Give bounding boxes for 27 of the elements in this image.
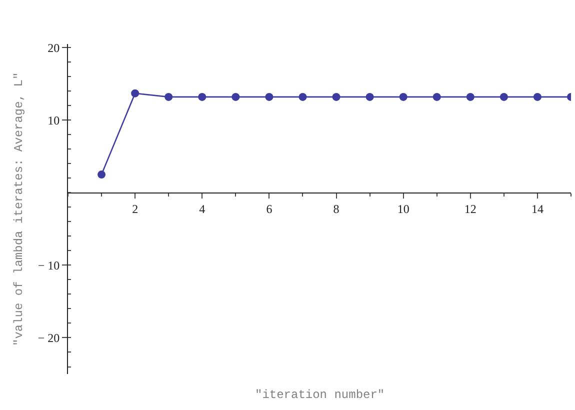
point	[399, 92, 408, 101]
point	[533, 92, 542, 101]
y-axis-title: "value of lambda iterates: Average, L"	[12, 72, 26, 346]
point	[232, 92, 240, 101]
x-tick-label: 12	[464, 202, 476, 216]
x-tick-label: 6	[266, 202, 272, 216]
point	[164, 92, 173, 101]
point	[198, 92, 206, 101]
point	[500, 92, 508, 101]
y-tick-label: − 20	[38, 330, 60, 345]
point	[466, 92, 474, 101]
point	[366, 92, 374, 101]
y-tick-label: 20	[48, 40, 60, 55]
point	[298, 92, 307, 101]
x-tick-label: 8	[333, 202, 340, 216]
point	[332, 92, 340, 101]
x-tick-label: 4	[199, 202, 206, 216]
x-axis-title: "iteration number"	[255, 388, 385, 402]
point	[265, 92, 274, 101]
x-tick-label: 14	[531, 202, 544, 216]
y-tick-label: 10	[48, 113, 60, 128]
x-tick-label: 10	[397, 202, 410, 216]
x-tick-label: 2	[132, 202, 138, 216]
point	[98, 170, 106, 179]
y-tick-label: − 10	[38, 258, 60, 272]
point	[432, 92, 441, 101]
point	[131, 89, 140, 98]
